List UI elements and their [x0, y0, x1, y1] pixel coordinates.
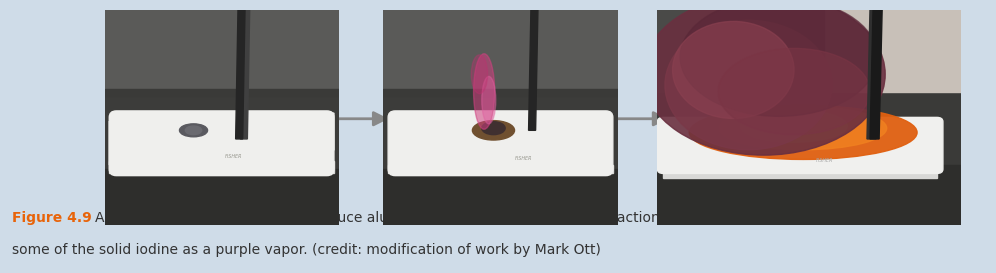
Text: FISHER: FISHER	[515, 156, 533, 161]
Text: some of the solid iodine as a purple vapor. (credit: modification of work by Mar: some of the solid iodine as a purple vap…	[12, 243, 601, 257]
Polygon shape	[110, 113, 334, 165]
Polygon shape	[529, 10, 538, 130]
Ellipse shape	[718, 48, 871, 135]
FancyBboxPatch shape	[657, 117, 943, 173]
Bar	[383, 91, 618, 225]
Text: FISHER: FISHER	[816, 158, 834, 163]
Bar	[105, 10, 339, 91]
FancyBboxPatch shape	[388, 111, 613, 176]
Polygon shape	[871, 10, 882, 139]
Ellipse shape	[473, 54, 495, 129]
Text: FISHER: FISHER	[224, 154, 242, 159]
Bar	[388, 165, 613, 173]
Ellipse shape	[179, 124, 207, 137]
Ellipse shape	[185, 126, 202, 135]
Ellipse shape	[672, 21, 794, 118]
Ellipse shape	[471, 55, 488, 94]
Bar	[105, 89, 339, 96]
Bar	[105, 169, 339, 225]
Ellipse shape	[642, 0, 885, 155]
Bar	[825, 10, 961, 91]
Ellipse shape	[689, 106, 917, 159]
Text: Figure 4.9: Figure 4.9	[12, 211, 92, 225]
Ellipse shape	[665, 20, 832, 150]
Ellipse shape	[741, 110, 848, 142]
Bar	[383, 89, 618, 96]
Bar	[657, 165, 961, 225]
FancyBboxPatch shape	[110, 111, 334, 176]
Bar	[110, 161, 334, 173]
Text: Aluminum and iodine react to produce aluminum iodide. The heat of the reaction v: Aluminum and iodine react to produce alu…	[95, 211, 731, 225]
Ellipse shape	[680, 0, 877, 116]
Polygon shape	[240, 10, 250, 139]
Bar	[383, 169, 618, 225]
Ellipse shape	[472, 121, 515, 140]
Bar	[105, 91, 339, 225]
Polygon shape	[236, 10, 245, 139]
Ellipse shape	[482, 76, 496, 124]
Bar	[657, 10, 825, 91]
Bar	[663, 165, 937, 178]
Ellipse shape	[482, 122, 505, 135]
Ellipse shape	[720, 106, 886, 150]
Bar	[383, 10, 618, 91]
Polygon shape	[867, 10, 879, 139]
